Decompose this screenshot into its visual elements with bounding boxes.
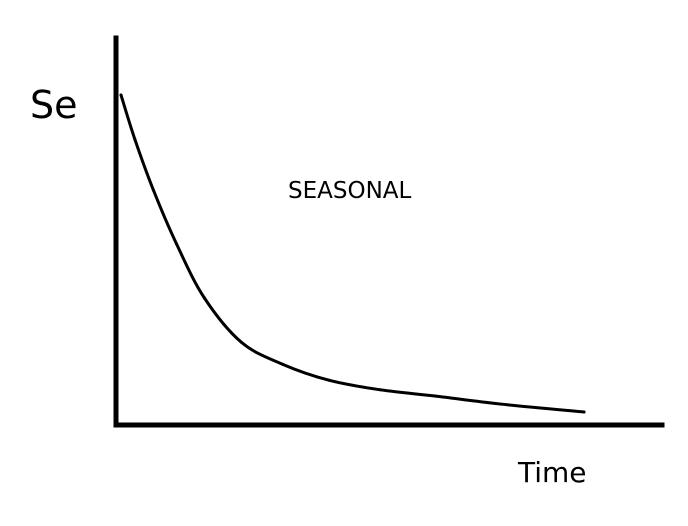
- x-axis-label: Time: [517, 456, 587, 489]
- data-point-7: [327, 378, 331, 382]
- data-point-4: [202, 296, 206, 300]
- data-point-0: [119, 93, 123, 97]
- chart-annotation: SEASONAL: [288, 178, 412, 204]
- data-point-5: [239, 340, 243, 344]
- data-point-3: [175, 242, 179, 246]
- data-point-8: [378, 388, 382, 392]
- data-point-9: [434, 394, 438, 398]
- series-points: [119, 93, 586, 414]
- data-point-1: [133, 137, 137, 141]
- data-point-2: [151, 188, 155, 192]
- data-point-11: [582, 410, 586, 414]
- series-line-0: [119, 93, 586, 414]
- y-axis-label: Se: [30, 83, 78, 127]
- data-point-10: [499, 402, 503, 406]
- data-point-6: [281, 362, 285, 366]
